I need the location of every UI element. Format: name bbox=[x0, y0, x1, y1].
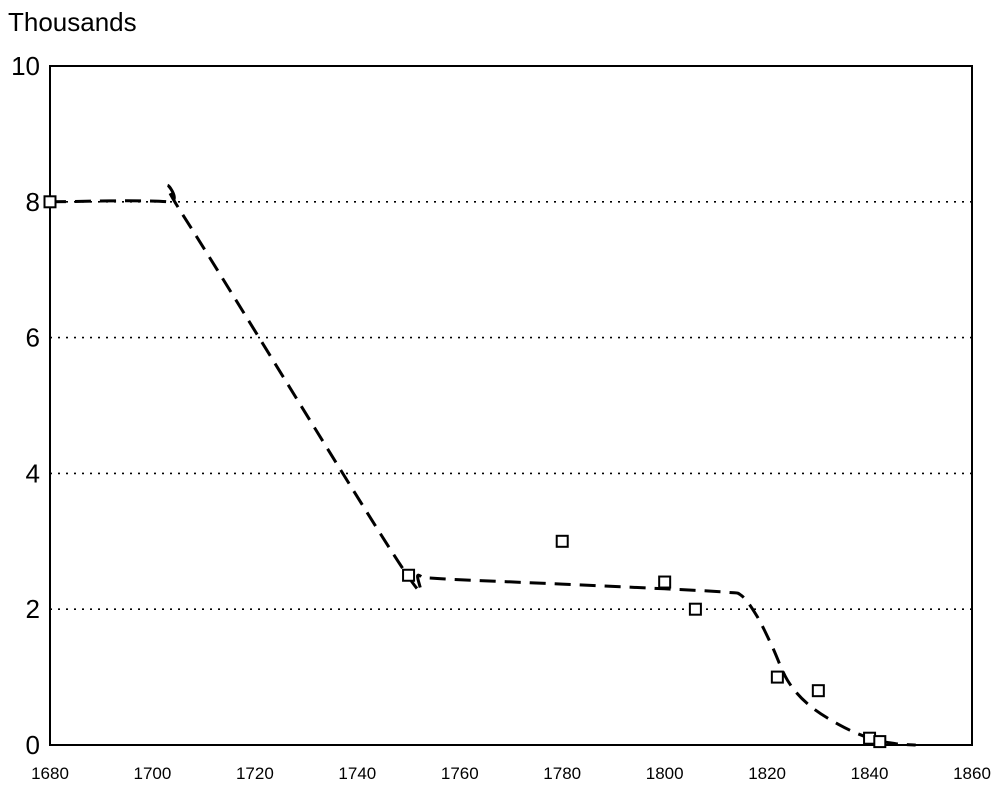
y-tick-label: 2 bbox=[26, 594, 40, 624]
x-tick-label: 1800 bbox=[646, 764, 684, 783]
data-point-marker bbox=[873, 735, 887, 749]
x-tick-label: 1780 bbox=[543, 764, 581, 783]
x-tick-label: 1680 bbox=[31, 764, 69, 783]
data-point-marker bbox=[688, 602, 702, 616]
y-tick-label: 10 bbox=[11, 51, 40, 81]
y-tick-label: 8 bbox=[26, 187, 40, 217]
x-tick-label: 1700 bbox=[134, 764, 172, 783]
data-point-marker bbox=[555, 534, 569, 548]
x-tick-label: 1860 bbox=[953, 764, 991, 783]
x-tick-label: 1720 bbox=[236, 764, 274, 783]
y-tick-label: 0 bbox=[26, 730, 40, 760]
plot-frame bbox=[49, 65, 973, 746]
gridlines bbox=[50, 201, 972, 611]
y-axis-unit-label: Thousands bbox=[8, 7, 137, 37]
x-tick-label: 1820 bbox=[748, 764, 786, 783]
x-tick-label: 1740 bbox=[338, 764, 376, 783]
data-point-marker bbox=[770, 670, 784, 684]
data-point-marker bbox=[43, 195, 57, 209]
x-tick-label: 1840 bbox=[851, 764, 889, 783]
y-tick-label: 6 bbox=[26, 323, 40, 353]
y-axis: 0 2 4 6 8 10 bbox=[11, 51, 40, 760]
data-point-marker bbox=[658, 575, 672, 589]
x-axis: 1680 1700 1720 1740 1760 1780 1800 1820 1840 1860 bbox=[31, 764, 991, 783]
data-point-marker bbox=[402, 568, 416, 582]
trend-line bbox=[49, 183, 916, 747]
data-point-marker bbox=[811, 684, 825, 698]
y-tick-label: 4 bbox=[26, 458, 40, 488]
data-points bbox=[43, 195, 887, 749]
x-tick-label: 1760 bbox=[441, 764, 479, 783]
